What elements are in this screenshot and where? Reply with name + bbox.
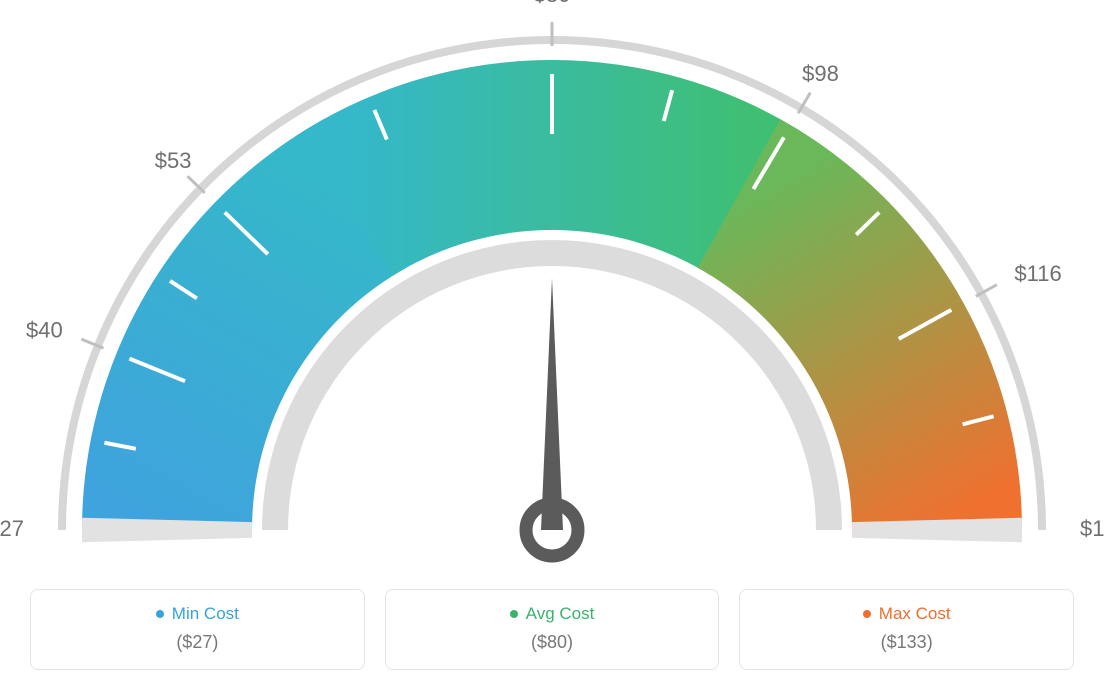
legend-min-value: ($27)	[41, 632, 354, 653]
svg-text:$80: $80	[534, 0, 571, 7]
svg-text:$27: $27	[0, 516, 24, 541]
gauge-chart: $27 $40 $53 $80 $98 $116 $133	[0, 0, 1104, 580]
legend-card-avg: Avg Cost ($80)	[385, 589, 720, 670]
svg-text:$116: $116	[1014, 261, 1061, 286]
svg-text:$53: $53	[155, 148, 192, 173]
legend-avg-value: ($80)	[396, 632, 709, 653]
legend-max-value: ($133)	[750, 632, 1063, 653]
legend-row: Min Cost ($27) Avg Cost ($80) Max Cost (…	[30, 589, 1074, 670]
legend-min-label: Min Cost	[156, 604, 239, 624]
svg-text:$40: $40	[26, 317, 63, 342]
legend-card-min: Min Cost ($27)	[30, 589, 365, 670]
cost-gauge-widget: $27 $40 $53 $80 $98 $116 $133 Min Cost ($27) A…	[0, 0, 1104, 690]
svg-text:$98: $98	[802, 61, 839, 86]
svg-text:$133: $133	[1080, 516, 1104, 541]
legend-max-label: Max Cost	[863, 604, 951, 624]
legend-card-max: Max Cost ($133)	[739, 589, 1074, 670]
legend-avg-label: Avg Cost	[510, 604, 595, 624]
